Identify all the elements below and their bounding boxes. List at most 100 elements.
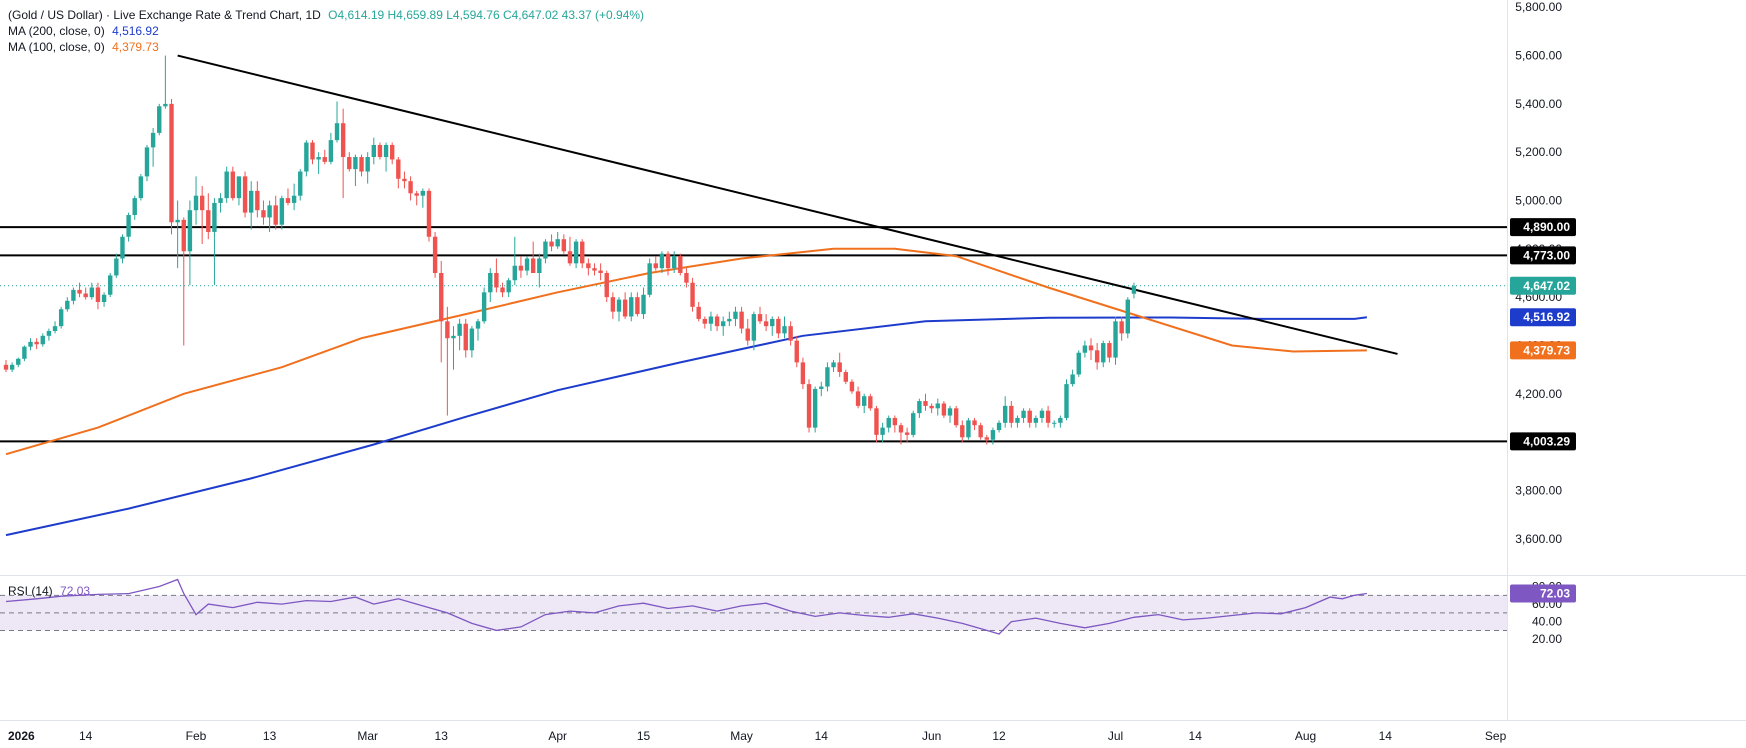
candle-body: [733, 311, 738, 319]
candle-body: [365, 157, 370, 172]
candle: [555, 231, 560, 249]
candle: [702, 316, 708, 329]
candle: [653, 256, 658, 271]
candle-body: [506, 280, 511, 293]
candle-body: [218, 198, 223, 203]
candle-body: [702, 318, 708, 324]
level-tag-1: 4,773.00: [1510, 246, 1576, 265]
candle: [1082, 340, 1088, 358]
candle: [616, 297, 622, 322]
time-tick-label: May: [730, 729, 753, 743]
candle: [1027, 408, 1032, 428]
candle: [261, 200, 266, 225]
candle: [138, 173, 144, 201]
price-axis[interactable]: 3,600.003,800.004,000.004,200.004,400.00…: [1515, 0, 1562, 546]
candle: [1101, 340, 1106, 368]
candle-body: [414, 193, 419, 196]
candle: [230, 166, 236, 201]
candle-body: [316, 157, 321, 160]
candle-body: [1009, 405, 1014, 423]
symbol-legend: (Gold / US Dollar) · Live Exchange Rate …: [8, 7, 644, 23]
candle-body: [65, 300, 70, 310]
candle-body: [52, 326, 58, 331]
candle: [984, 434, 989, 445]
candle-body: [880, 427, 885, 435]
candle: [935, 398, 940, 416]
candle-body: [334, 123, 340, 141]
candle: [120, 234, 125, 264]
candle: [904, 427, 910, 443]
candle-body: [580, 241, 585, 264]
candle: [52, 321, 58, 334]
ma200-tag: 4,516.92: [1510, 308, 1576, 327]
candle: [549, 234, 554, 252]
candle: [426, 188, 432, 242]
candle: [65, 297, 70, 312]
candle: [383, 142, 389, 172]
ma200-line: [5, 316, 1368, 537]
candle-body: [439, 273, 444, 322]
candle-body: [1064, 384, 1069, 418]
candle-body: [696, 306, 701, 319]
price-tick-label: 5,000.00: [1515, 194, 1562, 208]
candle-body: [659, 253, 665, 269]
candle-body: [911, 413, 916, 435]
candle-body: [1113, 321, 1118, 358]
candle-body: [831, 362, 836, 368]
candle-body: [273, 205, 278, 225]
candle: [573, 239, 579, 269]
candle-body: [445, 321, 450, 339]
candle-body: [788, 326, 793, 341]
candle-body: [40, 335, 45, 345]
candle-body: [923, 401, 928, 406]
candle: [500, 282, 505, 298]
candle-body: [598, 270, 603, 274]
candle: [690, 277, 695, 312]
candle: [978, 422, 983, 440]
candle-body: [402, 178, 407, 182]
candle-body: [199, 195, 205, 211]
time-tick-label: 14: [1189, 729, 1203, 743]
candle-body: [960, 425, 965, 438]
candle-body: [745, 328, 750, 341]
candle-body: [665, 253, 671, 269]
ma200-tag-bg: [1510, 308, 1576, 327]
candle-body: [28, 341, 33, 347]
candle-body: [512, 265, 517, 281]
candle: [586, 258, 591, 276]
candle-body: [304, 142, 309, 172]
candle: [953, 405, 959, 428]
candle-body: [641, 294, 646, 315]
candle: [187, 200, 193, 286]
candle-body: [549, 241, 554, 247]
candle: [77, 282, 82, 298]
candle-body: [359, 157, 364, 172]
candle: [475, 318, 481, 341]
candle-body: [978, 425, 983, 438]
candle-body: [966, 420, 971, 438]
candle-body: [322, 157, 327, 162]
candle-body: [947, 408, 953, 416]
candle: [236, 176, 242, 206]
time-axis[interactable]: 2026 14 Feb 13 Mar 13 Apr 15 May 14 Jun 12 Jul 14 Aug 1…: [8, 729, 1507, 743]
candle-body: [230, 171, 236, 199]
candle-body: [629, 297, 634, 317]
candle: [1125, 297, 1130, 339]
candle: [598, 263, 603, 281]
candle-body: [389, 144, 395, 160]
candle: [506, 277, 511, 298]
candle: [972, 417, 977, 431]
candle: [340, 108, 346, 199]
candle-body: [298, 171, 303, 196]
candle: [941, 401, 947, 418]
candle: [806, 379, 812, 433]
candle-body: [328, 140, 334, 162]
candle: [714, 314, 720, 331]
candle: [610, 292, 616, 319]
candle: [1002, 396, 1008, 428]
ma100-tag-text: 4,379.73: [1523, 343, 1570, 357]
candle-body: [3, 364, 9, 370]
candle-body: [800, 362, 806, 385]
pane-separator: [0, 0, 1746, 721]
candle-body: [874, 408, 879, 435]
